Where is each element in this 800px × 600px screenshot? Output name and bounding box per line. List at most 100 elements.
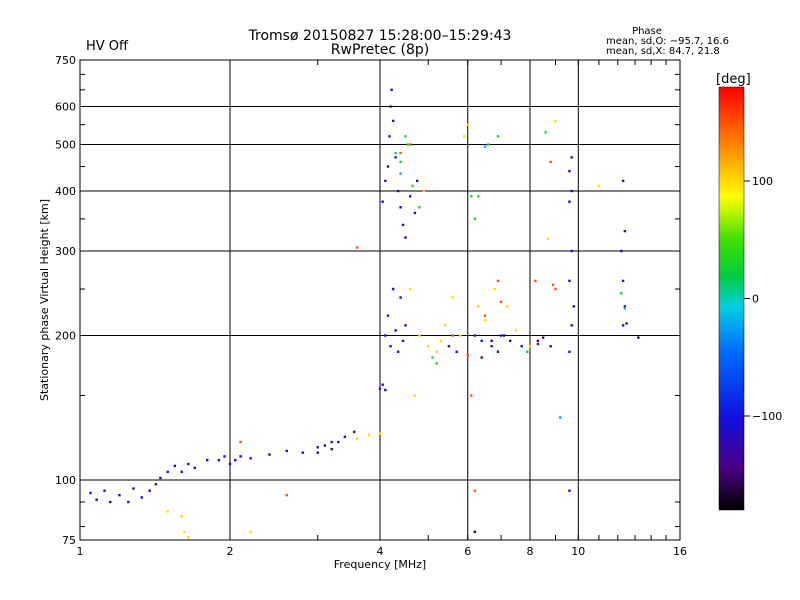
data-point bbox=[409, 287, 412, 291]
data-point bbox=[508, 339, 512, 343]
data-point bbox=[409, 143, 412, 146]
colorbar-tick-label: 0 bbox=[752, 293, 759, 306]
data-point bbox=[473, 489, 477, 492]
phase-stat-x: mean, sd,X: 84.7, 21.8 bbox=[606, 46, 720, 57]
data-point bbox=[549, 345, 552, 348]
data-point bbox=[473, 334, 477, 337]
data-point bbox=[493, 287, 497, 291]
data-point bbox=[367, 433, 371, 437]
data-point bbox=[536, 342, 540, 346]
chart-title-line1: Tromsø 20150827 15:28:00–15:29:43 bbox=[248, 28, 512, 44]
data-point bbox=[234, 458, 237, 462]
data-point bbox=[466, 353, 469, 357]
data-point bbox=[459, 334, 462, 337]
data-point bbox=[399, 296, 402, 299]
data-point bbox=[384, 334, 387, 337]
data-point bbox=[621, 324, 625, 327]
data-point bbox=[239, 455, 242, 458]
data-point bbox=[109, 500, 112, 504]
x-tick-label: 10 bbox=[571, 545, 585, 558]
data-point bbox=[118, 493, 121, 497]
scatter-points bbox=[89, 88, 640, 539]
data-point bbox=[451, 296, 455, 299]
data-point bbox=[621, 179, 625, 183]
data-point bbox=[435, 350, 438, 353]
y-axis-ticks: 75 100 200 300 400 500 600 750 bbox=[55, 54, 680, 547]
data-point bbox=[301, 451, 305, 454]
data-point bbox=[570, 324, 573, 327]
data-point bbox=[330, 447, 333, 451]
data-point bbox=[473, 217, 477, 221]
data-point bbox=[570, 189, 573, 193]
colorbar-label: [deg] bbox=[716, 72, 751, 87]
data-point bbox=[505, 305, 509, 308]
data-point bbox=[534, 279, 537, 283]
y-tick-label: 100 bbox=[55, 474, 76, 487]
x-axis-ticks: 1 2 4 6 8 10 16 bbox=[77, 60, 687, 558]
data-point bbox=[473, 530, 477, 534]
data-point bbox=[384, 388, 387, 392]
data-point bbox=[127, 500, 130, 504]
data-point bbox=[477, 195, 480, 198]
data-point bbox=[422, 189, 426, 193]
data-point bbox=[455, 350, 458, 353]
x-tick-label: 6 bbox=[464, 545, 471, 558]
data-point bbox=[477, 305, 480, 308]
data-point bbox=[249, 530, 252, 534]
data-point bbox=[399, 172, 402, 175]
data-point bbox=[239, 440, 242, 444]
data-point bbox=[355, 437, 359, 440]
data-point bbox=[391, 119, 395, 123]
data-point bbox=[443, 324, 447, 327]
data-point bbox=[502, 334, 506, 337]
colorbar-tick-label: −100 bbox=[752, 410, 782, 423]
data-point bbox=[159, 476, 162, 480]
data-point bbox=[462, 135, 466, 138]
data-point bbox=[439, 339, 443, 343]
data-point bbox=[399, 160, 402, 164]
data-point bbox=[411, 184, 414, 188]
data-point bbox=[637, 336, 640, 339]
phase-stat-o: mean, sd,O: −95.7, 16.6 bbox=[606, 36, 729, 47]
data-point bbox=[623, 307, 627, 310]
data-point bbox=[418, 334, 421, 337]
data-point bbox=[132, 487, 135, 490]
x-tick-label: 4 bbox=[377, 545, 384, 558]
data-point bbox=[187, 462, 190, 466]
data-point bbox=[193, 466, 197, 470]
data-point bbox=[355, 246, 359, 249]
data-point bbox=[623, 305, 627, 308]
data-point bbox=[394, 329, 397, 332]
data-point bbox=[381, 200, 384, 203]
data-point bbox=[223, 455, 226, 458]
data-point bbox=[418, 206, 421, 209]
data-point bbox=[95, 498, 98, 501]
data-point bbox=[620, 292, 623, 295]
data-point bbox=[625, 322, 628, 325]
data-point bbox=[323, 444, 327, 447]
data-point bbox=[384, 179, 387, 183]
data-point bbox=[435, 362, 438, 365]
data-point bbox=[401, 223, 405, 227]
data-point bbox=[404, 135, 407, 138]
phase-heading: Phase bbox=[632, 26, 662, 37]
data-point bbox=[568, 279, 571, 283]
data-point bbox=[536, 339, 540, 343]
chart-title-line2: RwPretec (8p) bbox=[331, 42, 429, 58]
data-point bbox=[217, 458, 221, 462]
data-point bbox=[316, 451, 319, 454]
data-point bbox=[381, 383, 384, 386]
data-point bbox=[406, 143, 410, 146]
data-point bbox=[431, 356, 434, 359]
data-point bbox=[352, 430, 356, 434]
data-point bbox=[205, 458, 209, 462]
data-point bbox=[528, 345, 532, 348]
colorbar-ticks: 100 0 −100 bbox=[744, 175, 782, 423]
x-axis-label: Frequency [MHz] bbox=[334, 558, 426, 571]
data-point bbox=[166, 470, 169, 474]
data-point bbox=[559, 416, 562, 419]
colorbar bbox=[718, 86, 745, 511]
y-tick-label: 400 bbox=[55, 185, 76, 198]
colorbar-tick-label: 100 bbox=[752, 175, 773, 188]
